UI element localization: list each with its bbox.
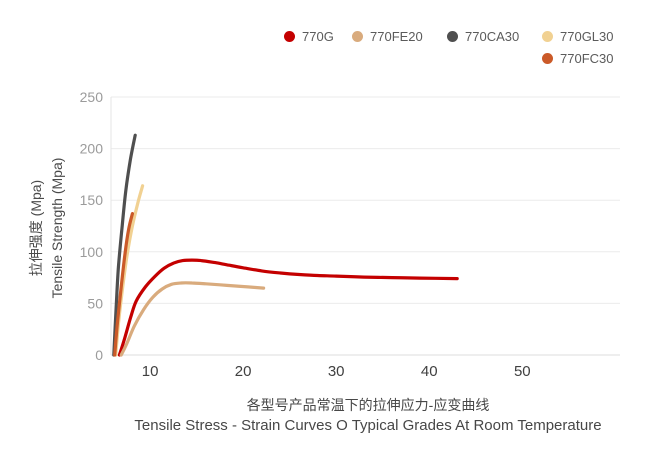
legend-dot-770g (284, 30, 295, 42)
legend-dot-770ca30 (447, 30, 458, 42)
legend-dot-770fe20 (352, 30, 363, 42)
x-tick-label: 30 (328, 363, 345, 380)
chart-title-en: Tensile Stress - Strain Curves O Typical… (134, 417, 602, 434)
legend-label-770g: 770G (302, 28, 334, 44)
x-tick-label: 50 (514, 363, 531, 380)
legend-item-770fe20[interactable]: 770FE20 (352, 28, 423, 44)
y-tick-label: 150 (80, 192, 104, 208)
legend-label-770ca30: 770CA30 (465, 28, 520, 44)
curve-770fc30 (113, 212, 134, 357)
y-tick-label: 50 (87, 295, 103, 311)
chart-title: 各型号产品常温下的拉伸应力-应变曲线 Tensile Stress - Stra… (134, 395, 601, 436)
legend-item-770ca30[interactable]: 770CA30 (447, 28, 520, 44)
y-tick-label: 100 (80, 244, 104, 260)
x-tick-label: 10 (142, 363, 159, 380)
curve-770g (117, 258, 459, 357)
legend-label-770fc30: 770FC30 (560, 50, 614, 66)
y-axis-title-en: Tensile Strength (Mpa) (49, 157, 65, 299)
legend-label-770gl30: 770GL30 (560, 28, 614, 44)
x-tick-label: 40 (421, 363, 438, 380)
legend-item-770fc30[interactable]: 770FC30 (542, 50, 614, 66)
legend-dot-770fc30 (542, 52, 553, 64)
chart-title-zh: 各型号产品常温下的拉伸应力-应变曲线 (246, 397, 490, 413)
legend-item-770gl30[interactable]: 770GL30 (542, 28, 614, 44)
x-tick-label: 20 (235, 363, 252, 380)
y-axis-title: 拉伸强度 (Mpa) Tensile Strength (Mpa) (26, 158, 68, 299)
curve-770fe20 (119, 281, 266, 357)
legend-label-770fe20: 770FE20 (370, 28, 423, 44)
y-tick-label: 0 (95, 347, 103, 363)
y-tick-label: 200 (80, 141, 104, 157)
legend-item-770g[interactable]: 770G (284, 28, 334, 44)
legend-dot-770gl30 (542, 30, 553, 42)
y-tick-label: 250 (80, 89, 104, 105)
y-axis-title-zh: 拉伸强度 (Mpa) (28, 179, 44, 277)
curve-770ca30 (112, 133, 137, 357)
